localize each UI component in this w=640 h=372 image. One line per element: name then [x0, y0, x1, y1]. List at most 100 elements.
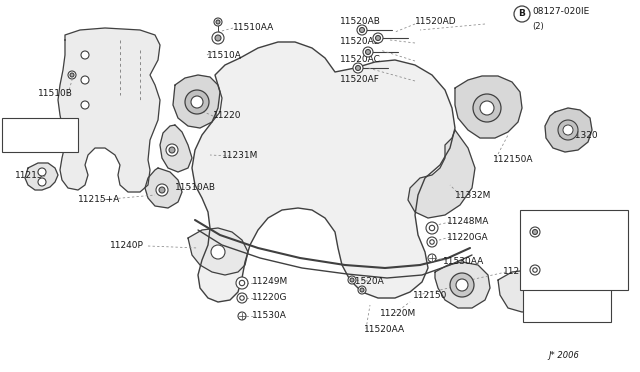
Circle shape	[428, 254, 436, 262]
Circle shape	[530, 227, 540, 237]
Circle shape	[373, 33, 383, 43]
Circle shape	[212, 32, 224, 44]
Circle shape	[532, 268, 537, 272]
Circle shape	[169, 147, 175, 153]
Text: 08127-020IE: 08127-020IE	[532, 7, 589, 16]
Circle shape	[365, 49, 371, 55]
Text: 11215+B: 11215+B	[503, 267, 545, 276]
Circle shape	[38, 178, 46, 186]
Text: 11510AA: 11510AA	[233, 23, 275, 32]
Circle shape	[473, 94, 501, 122]
Circle shape	[159, 187, 165, 193]
Text: 11510B: 11510B	[38, 90, 73, 99]
Circle shape	[68, 71, 76, 79]
Polygon shape	[192, 42, 455, 302]
Polygon shape	[145, 168, 182, 208]
Text: 11520AD: 11520AD	[415, 17, 456, 26]
Text: B: B	[518, 10, 525, 19]
Circle shape	[237, 293, 247, 303]
Text: 11240P: 11240P	[110, 241, 144, 250]
Polygon shape	[188, 228, 248, 275]
Text: (2): (2)	[532, 22, 544, 31]
Circle shape	[156, 184, 168, 196]
Circle shape	[81, 101, 89, 109]
Text: 11215: 11215	[15, 170, 44, 180]
Circle shape	[348, 276, 356, 284]
Circle shape	[558, 120, 578, 140]
Circle shape	[427, 237, 437, 247]
Circle shape	[350, 278, 354, 282]
Polygon shape	[160, 125, 192, 172]
Circle shape	[215, 35, 221, 41]
Circle shape	[236, 277, 248, 289]
Circle shape	[514, 6, 530, 22]
Text: 11231M: 11231M	[222, 151, 259, 160]
Text: 11220GA: 11220GA	[447, 234, 488, 243]
Circle shape	[360, 28, 365, 32]
Polygon shape	[58, 28, 160, 192]
Polygon shape	[545, 108, 592, 152]
Text: 11530A: 11530A	[252, 311, 287, 321]
Circle shape	[191, 96, 203, 108]
Text: 11220: 11220	[213, 112, 241, 121]
Text: 11220M: 11220M	[380, 308, 416, 317]
FancyBboxPatch shape	[523, 288, 611, 322]
Polygon shape	[25, 163, 58, 190]
Circle shape	[456, 279, 468, 291]
Polygon shape	[498, 270, 552, 312]
Text: 11320: 11320	[570, 131, 598, 141]
Text: 11520AB: 11520AB	[340, 17, 381, 26]
Text: 11249M: 11249M	[252, 278, 288, 286]
Circle shape	[532, 230, 538, 234]
Text: 11520AE: 11520AE	[340, 36, 380, 45]
Circle shape	[38, 168, 46, 176]
Text: 11332M: 11332M	[455, 192, 492, 201]
Text: 11215+A: 11215+A	[78, 196, 120, 205]
Circle shape	[81, 51, 89, 59]
FancyBboxPatch shape	[2, 118, 78, 152]
Circle shape	[376, 35, 381, 41]
Text: 11520AC: 11520AC	[340, 55, 381, 64]
Circle shape	[450, 273, 474, 297]
Text: 11510A: 11510A	[207, 51, 242, 60]
Polygon shape	[408, 130, 475, 218]
Circle shape	[353, 63, 363, 73]
Text: 11510AB: 11510AB	[175, 183, 216, 192]
Text: SEE SEC.750: SEE SEC.750	[543, 295, 591, 304]
Text: 112150A: 112150A	[493, 154, 534, 164]
Circle shape	[240, 296, 244, 300]
Circle shape	[211, 245, 225, 259]
Circle shape	[429, 225, 435, 231]
Text: 112150: 112150	[413, 292, 447, 301]
Text: 11520AA: 11520AA	[364, 326, 405, 334]
Text: 11338: 11338	[570, 228, 599, 237]
Circle shape	[185, 90, 209, 114]
Circle shape	[429, 240, 435, 244]
Text: 11530AA: 11530AA	[443, 257, 484, 266]
Circle shape	[166, 144, 178, 156]
Polygon shape	[455, 76, 522, 138]
Circle shape	[480, 101, 494, 115]
Text: <75116>: <75116>	[22, 138, 58, 147]
Circle shape	[70, 73, 74, 77]
Text: <75117>: <75117>	[548, 308, 586, 317]
Circle shape	[426, 222, 438, 234]
Circle shape	[355, 65, 360, 71]
Circle shape	[530, 265, 540, 275]
Circle shape	[358, 286, 366, 294]
Text: 11248MA: 11248MA	[447, 218, 490, 227]
Text: J* 2006: J* 2006	[548, 350, 579, 359]
Text: 11520A: 11520A	[350, 278, 385, 286]
Text: SEE SEC.750: SEE SEC.750	[16, 125, 64, 134]
Polygon shape	[173, 75, 222, 128]
FancyBboxPatch shape	[520, 210, 628, 290]
Circle shape	[214, 18, 222, 26]
Circle shape	[238, 312, 246, 320]
Text: 11520AF: 11520AF	[340, 74, 380, 83]
Circle shape	[81, 76, 89, 84]
Text: 11220G: 11220G	[252, 294, 287, 302]
Circle shape	[363, 47, 373, 57]
Circle shape	[239, 280, 244, 286]
Circle shape	[563, 125, 573, 135]
Text: 11350G: 11350G	[570, 266, 605, 275]
